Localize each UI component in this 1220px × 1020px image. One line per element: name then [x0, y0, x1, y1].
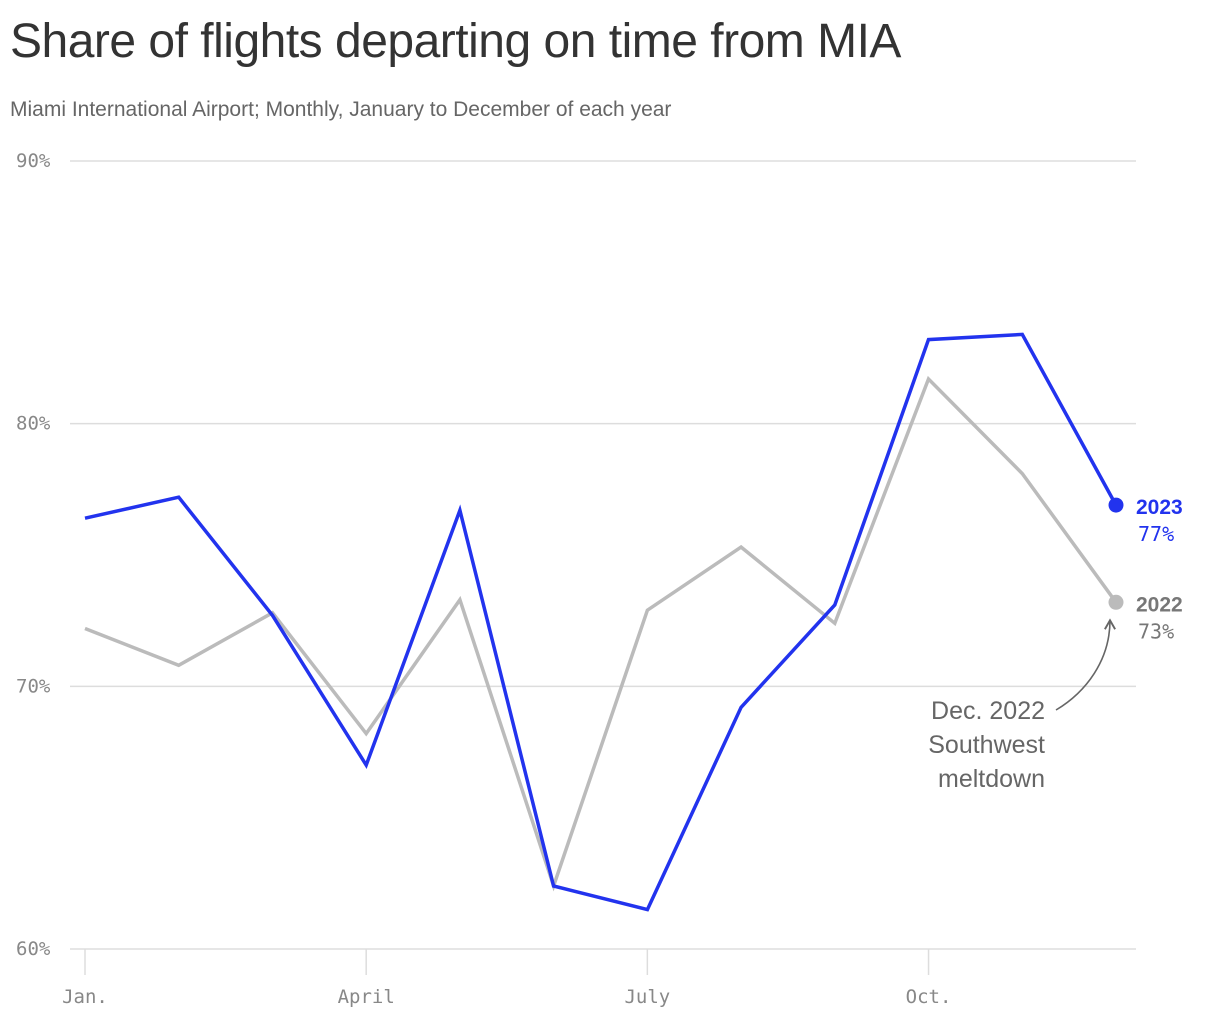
annotation-text-line: Dec. 2022	[931, 697, 1045, 725]
annotation-text-line: Southwest	[928, 731, 1045, 759]
annotation-text-line: meltdown	[938, 765, 1045, 793]
y-tick-label: 70%	[16, 675, 51, 697]
axes: 60% 70% 80% 90% Jan. April July Oct.	[16, 150, 951, 1008]
x-tick-label: Oct.	[906, 986, 952, 1008]
series-line-2023	[84, 332, 1118, 912]
end-point-2023	[1108, 497, 1124, 513]
end-label-year-2023: 2023	[1136, 496, 1183, 519]
y-tick-label: 90%	[16, 150, 51, 172]
annotation: Dec. 2022 Southwest meltdown	[928, 618, 1116, 793]
end-labels: 2022 73% 2023 77%	[1136, 496, 1183, 643]
x-tick-label: July	[624, 986, 670, 1008]
series-lines	[84, 332, 1124, 912]
end-label-value-2022: 73%	[1138, 619, 1174, 643]
end-label-value-2023: 77%	[1138, 522, 1174, 546]
end-point-2022	[1108, 594, 1124, 610]
end-label-year-2022: 2022	[1136, 593, 1183, 616]
x-tick-label: April	[338, 986, 395, 1008]
y-tick-label: 80%	[16, 413, 51, 435]
page-subtitle: Miami International Airport; Monthly, Ja…	[10, 98, 672, 121]
y-tick-label: 60%	[16, 938, 51, 960]
series-line-2022	[84, 375, 1118, 892]
grid-lines	[70, 160, 1136, 950]
x-tick-label: Jan.	[62, 986, 108, 1008]
page-title: Share of flights departing on time from …	[10, 15, 901, 68]
annotation-arrow	[1055, 618, 1116, 711]
